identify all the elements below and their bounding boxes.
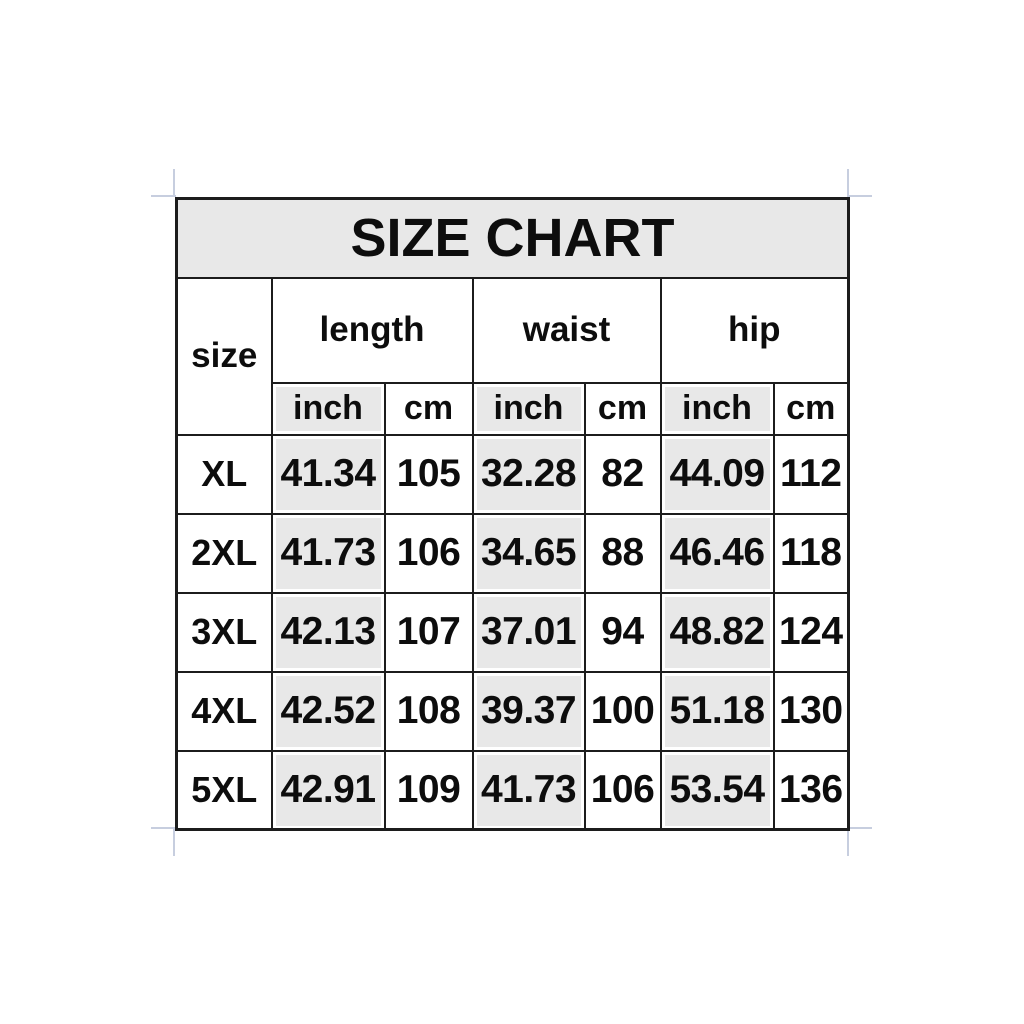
size-label-cell: 4XL (175, 670, 273, 752)
size-label-cell: XL (175, 433, 273, 515)
waist-inch-cell: 39.37 (471, 670, 586, 752)
column-header-size: size (175, 276, 273, 436)
hip-inch-cell: 48.82 (659, 591, 775, 673)
subheader-length-inch: inch (270, 381, 386, 436)
column-header-waist: waist (471, 276, 662, 384)
crop-mark-bottom-left-vertical (173, 829, 175, 856)
waist-cm-cell: 100 (583, 670, 662, 752)
crop-mark-top-left-vertical (173, 169, 175, 196)
waist-cm-cell: 94 (583, 591, 662, 673)
crop-mark-top-right-horizontal (847, 195, 872, 197)
hip-inch-cell: 46.46 (659, 512, 775, 594)
length-cm-cell: 105 (383, 433, 474, 515)
column-header-length: length (270, 276, 474, 384)
hip-cm-cell: 136 (772, 749, 850, 831)
table-row-2xl: 2XL 41.73 106 34.65 88 46.46 118 (175, 512, 850, 594)
hip-inch-cell: 44.09 (659, 433, 775, 515)
length-cm-cell: 108 (383, 670, 474, 752)
table-row-5xl: 5XL 42.91 109 41.73 106 53.54 136 (175, 749, 850, 831)
subheader-hip-cm: cm (772, 381, 850, 436)
length-inch-cell: 42.52 (270, 670, 386, 752)
crop-mark-bottom-right-horizontal (847, 827, 872, 829)
column-header-hip: hip (659, 276, 850, 384)
length-inch-cell: 42.91 (270, 749, 386, 831)
subheader-waist-cm: cm (583, 381, 662, 436)
size-label-cell: 2XL (175, 512, 273, 594)
hip-inch-cell: 51.18 (659, 670, 775, 752)
crop-mark-bottom-left-horizontal (151, 827, 176, 829)
table-row-xl: XL 41.34 105 32.28 82 44.09 112 (175, 433, 850, 515)
length-inch-cell: 41.73 (270, 512, 386, 594)
size-label-cell: 3XL (175, 591, 273, 673)
crop-mark-bottom-right-vertical (847, 829, 849, 856)
hip-cm-cell: 130 (772, 670, 850, 752)
hip-inch-cell: 53.54 (659, 749, 775, 831)
size-label-cell: 5XL (175, 749, 273, 831)
length-cm-cell: 107 (383, 591, 474, 673)
hip-cm-cell: 118 (772, 512, 850, 594)
waist-inch-cell: 32.28 (471, 433, 586, 515)
length-inch-cell: 41.34 (270, 433, 386, 515)
waist-inch-cell: 34.65 (471, 512, 586, 594)
table-row-4xl: 4XL 42.52 108 39.37 100 51.18 130 (175, 670, 850, 752)
size-chart-table: SIZE CHART size length waist hip inch cm… (175, 197, 850, 831)
size-chart-title: SIZE CHART (175, 197, 850, 279)
waist-cm-cell: 82 (583, 433, 662, 515)
waist-cm-cell: 106 (583, 749, 662, 831)
length-inch-cell: 42.13 (270, 591, 386, 673)
waist-cm-cell: 88 (583, 512, 662, 594)
subheader-length-cm: cm (383, 381, 474, 436)
subheader-waist-inch: inch (471, 381, 586, 436)
subheader-hip-inch: inch (659, 381, 775, 436)
length-cm-cell: 109 (383, 749, 474, 831)
unit-header-row: inch cm inch cm inch cm (177, 381, 850, 436)
length-cm-cell: 106 (383, 512, 474, 594)
hip-cm-cell: 124 (772, 591, 850, 673)
table-row-3xl: 3XL 42.13 107 37.01 94 48.82 124 (175, 591, 850, 673)
crop-mark-top-left-horizontal (151, 195, 176, 197)
crop-mark-top-right-vertical (847, 169, 849, 196)
waist-inch-cell: 37.01 (471, 591, 586, 673)
waist-inch-cell: 41.73 (471, 749, 586, 831)
group-header-row: size length waist hip (175, 276, 850, 436)
title-row: SIZE CHART (175, 197, 850, 279)
hip-cm-cell: 112 (772, 433, 850, 515)
